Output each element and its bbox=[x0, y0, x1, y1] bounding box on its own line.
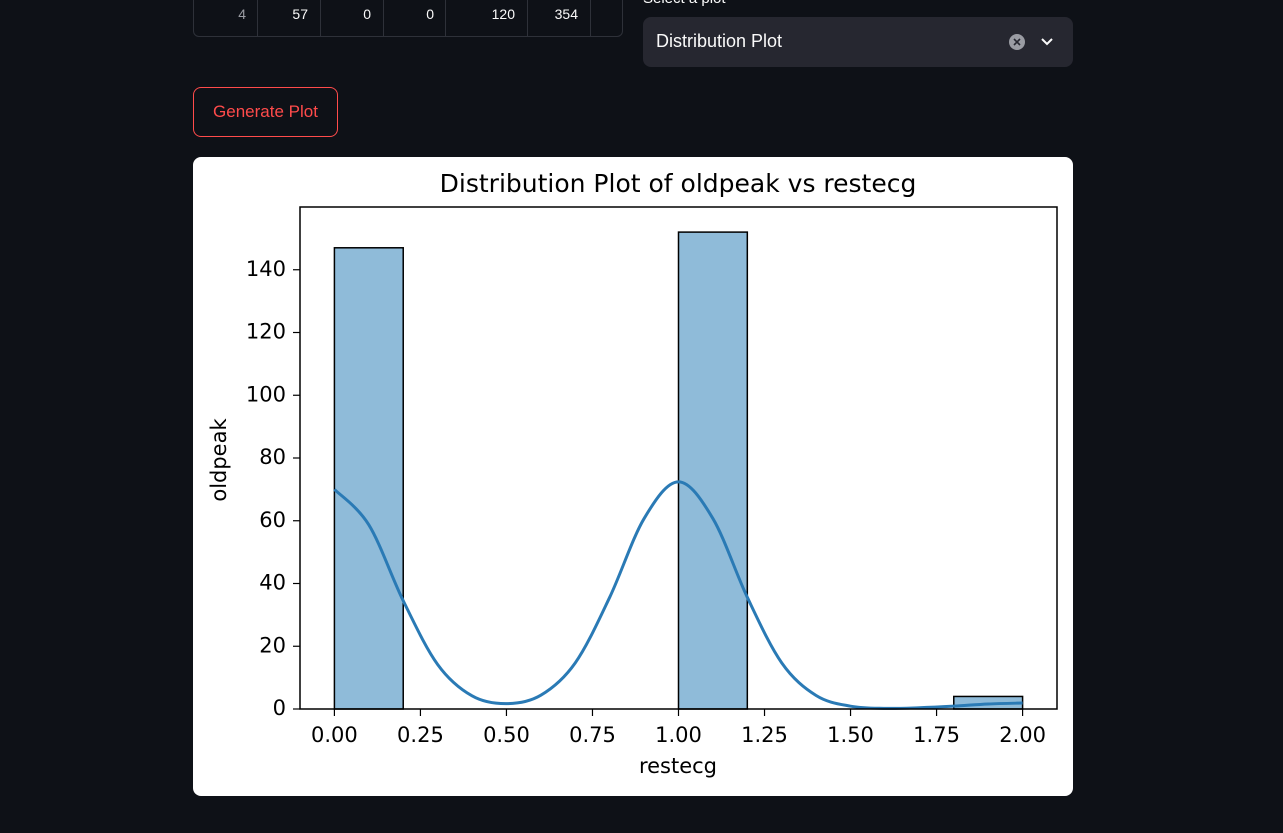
table-divider bbox=[590, 0, 591, 36]
y-tick-label: 120 bbox=[246, 320, 286, 344]
y-tick-label: 100 bbox=[246, 382, 286, 406]
select-value: Distribution Plot bbox=[656, 31, 783, 51]
y-tick-label: 0 bbox=[273, 696, 286, 720]
select-icons bbox=[1009, 34, 1053, 50]
chart-card: Distribution Plot of oldpeak vs restecg … bbox=[193, 157, 1073, 796]
table-cell: 354 bbox=[554, 6, 578, 22]
table-divider bbox=[383, 0, 384, 36]
x-tick-label: 1.25 bbox=[741, 723, 788, 747]
table-cell: 0 bbox=[363, 6, 371, 22]
x-tick-label: 2.00 bbox=[999, 723, 1046, 747]
dropdown-chevron[interactable] bbox=[1041, 38, 1053, 46]
x-tick-label: 1.75 bbox=[913, 723, 960, 747]
table-divider bbox=[445, 0, 446, 36]
x-tick-label: 0.75 bbox=[569, 723, 616, 747]
x-axis-label: restecg bbox=[639, 754, 717, 778]
y-tick-label: 140 bbox=[246, 257, 286, 281]
x-tick-label: 1.50 bbox=[827, 723, 874, 747]
x-tick-label: 0.50 bbox=[483, 723, 530, 747]
table-divider bbox=[257, 0, 258, 36]
table-cell: 0 bbox=[426, 6, 434, 22]
x-tick-label: 1.00 bbox=[655, 723, 702, 747]
select-label: Select a plot bbox=[643, 0, 726, 7]
histogram-bar bbox=[677, 231, 749, 710]
x-tick-label: 0.00 bbox=[311, 723, 358, 747]
plot-select[interactable]: Distribution Plot bbox=[643, 17, 1073, 67]
table-divider bbox=[527, 0, 528, 36]
x-tick-label: 0.25 bbox=[397, 723, 444, 747]
y-tick-label: 60 bbox=[259, 508, 286, 532]
generate-button[interactable]: Generate Plot bbox=[193, 87, 338, 137]
chart: Distribution Plot of oldpeak vs restecg … bbox=[207, 169, 1058, 778]
clear-x bbox=[1013, 38, 1021, 46]
data-table bbox=[193, 0, 623, 37]
histogram-bar bbox=[333, 247, 404, 710]
y-tick-label: 20 bbox=[259, 633, 286, 657]
table-cell: 57 bbox=[292, 6, 308, 22]
y-tick-label: 40 bbox=[259, 571, 286, 595]
table-divider bbox=[320, 0, 321, 36]
table-cell: 120 bbox=[491, 6, 515, 22]
table-index: 4 bbox=[238, 6, 246, 22]
chart-title: Distribution Plot of oldpeak vs restecg bbox=[440, 169, 917, 198]
y-axis-label: oldpeak bbox=[207, 418, 231, 502]
y-tick-label: 80 bbox=[259, 445, 286, 469]
